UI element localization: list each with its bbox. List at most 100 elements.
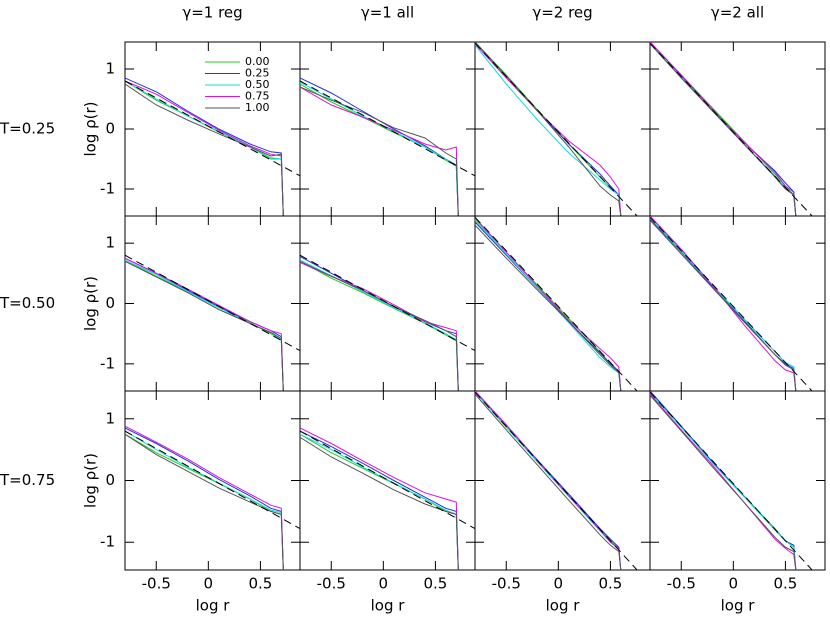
series-line [125,257,284,391]
y-axis-label: log ρ(r) [82,101,100,156]
series-line [300,430,459,570]
series-line [125,427,284,570]
plot-area [300,254,475,391]
panel: -0.5 0 0.5 -1 0 1 [100,390,301,593]
panel: -0.5 0 0.5 [299,390,476,593]
column-title: γ=2 all [711,4,764,22]
x-tick-label: 0.5 [248,575,272,593]
series-line [475,393,622,570]
reference-line [650,216,813,391]
plot-frame [649,215,826,392]
x-tick-label: 0.5 [598,575,622,593]
plot-frame [649,41,826,217]
series-line [475,44,622,216]
series-line [125,77,284,216]
series-line [300,427,459,570]
series-line [300,86,459,216]
reference-line [300,80,475,177]
plot-frame [649,390,826,571]
row-label: T=0.25 [0,120,55,138]
series-line [650,217,797,391]
x-axis-label: log r [721,597,756,615]
y-tick-label: -1 [100,180,115,198]
y-tick-label: 1 [105,234,115,252]
panel [299,41,476,217]
reference-line [125,80,300,177]
reference-line [125,430,300,530]
legend-label: 1.00 [245,101,270,114]
series-line [300,436,459,570]
series-line [650,392,797,570]
series-line [650,42,797,216]
legend-label: 0.75 [245,90,270,103]
panel: -0.5 0 0.5 [649,390,826,593]
panel [474,215,651,392]
series-line [650,391,797,570]
series-line [125,80,284,216]
plot-area [475,391,638,570]
legend-label: 0.00 [245,55,270,68]
series-line [475,391,622,570]
y-tick-label: 0 [105,294,115,312]
x-tick-label: 0 [554,575,564,593]
y-tick-label: 1 [105,409,115,427]
y-tick-label: -1 [100,354,115,372]
x-axis-label: log r [546,597,581,615]
panel: -1 0 1 [100,215,301,392]
series-line [650,218,797,391]
plot-area [475,216,638,391]
row-label: T=0.50 [0,294,55,312]
plot-area [650,216,813,391]
plot-frame [474,215,651,392]
reference-line [300,430,475,530]
x-tick-label: 0.5 [773,575,797,593]
series-line [125,80,284,216]
column-title: γ=1 reg [182,4,242,22]
y-tick-label: 0 [105,471,115,489]
plot-area [475,42,638,216]
series-line [650,393,797,570]
series-line [650,216,797,391]
reference-line [475,391,638,570]
series-line [475,43,622,216]
series-line [300,262,459,391]
reference-line [650,42,813,216]
legend-label: 0.25 [245,67,270,80]
series-line [475,221,622,391]
plot-frame [474,390,651,571]
panel [649,215,826,392]
series-line [300,86,459,216]
x-tick-label: -0.5 [492,575,521,593]
series-line [125,257,284,391]
series-line [650,394,797,570]
series-line [300,260,459,391]
x-axis-label: log r [371,597,406,615]
panel [299,215,476,392]
reference-line [475,42,638,216]
legend-label: 0.50 [245,78,270,91]
panel [474,41,651,217]
series-line [475,391,622,570]
panel [649,41,826,217]
series-line [125,425,284,570]
series-line [300,83,459,216]
column-title: γ=1 all [361,4,414,22]
plot-area [300,427,475,570]
y-axis-label: log ρ(r) [82,453,100,508]
plot-area [125,254,300,391]
series-line [650,43,797,216]
series-line [475,224,622,391]
x-tick-label: -0.5 [317,575,346,593]
x-tick-label: 0 [729,575,739,593]
series-line [125,260,284,391]
series-line [650,219,797,391]
y-axis-label: log ρ(r) [82,276,100,331]
series-line [650,391,797,570]
plot-area [650,391,813,570]
x-axis-label: log r [196,597,231,615]
x-tick-label: 0 [204,575,214,593]
plot-area [650,42,813,216]
plot-area [125,425,300,570]
series-line [475,391,622,570]
